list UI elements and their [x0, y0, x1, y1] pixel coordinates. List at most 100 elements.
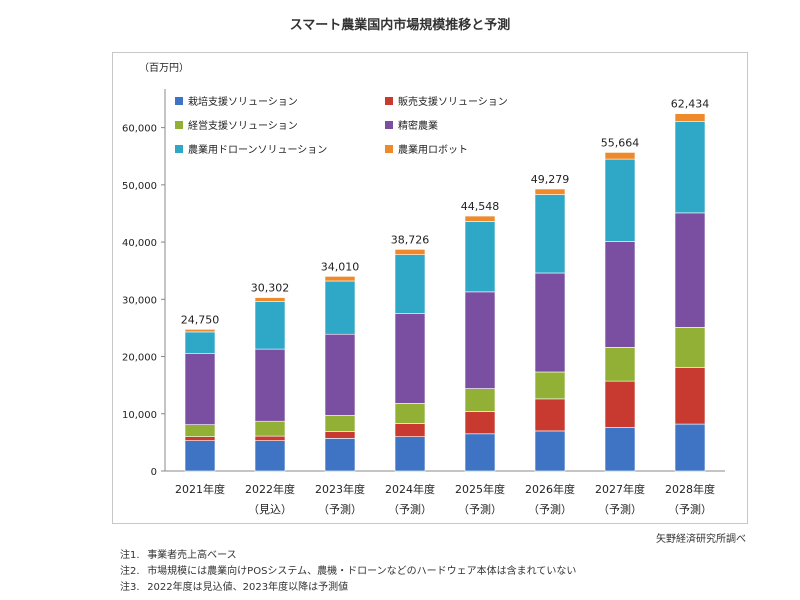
y-tick-label: 30,000	[122, 295, 157, 306]
bar-segment	[604, 152, 636, 160]
y-tick-label: 0	[151, 467, 157, 478]
bar-segment	[184, 424, 216, 437]
bar-segment	[184, 331, 216, 354]
note-3-label: 注3.	[120, 582, 140, 593]
bar-total-label: 24,750	[181, 313, 220, 326]
bar-segment	[324, 333, 356, 416]
legend-swatch	[385, 121, 393, 129]
bar-segment	[534, 272, 566, 373]
bar-total-label: 44,548	[461, 200, 500, 213]
note-2-text: 市場規模には農業向けPOSシステム、農機・ドローンなどのハードウェア本体は含まれ…	[147, 566, 577, 577]
y-axis-unit-label: （百万円）	[139, 62, 189, 74]
x-tick-sublabel: （予測）	[528, 502, 572, 516]
bar-segment	[534, 194, 566, 274]
y-tick-label: 40,000	[122, 238, 157, 249]
x-tick-sublabel: （予測）	[668, 502, 712, 516]
note-2-label: 注2.	[120, 566, 140, 577]
bar-segment	[184, 353, 216, 425]
bar-total-label: 30,302	[251, 282, 290, 295]
bar-segment	[534, 188, 566, 195]
bar-segment	[324, 415, 356, 432]
bar-segment	[674, 367, 706, 425]
bar-segment	[254, 297, 286, 302]
note-3-text: 2022年度は見込値、2023年度以降は予測値	[147, 582, 349, 593]
x-tick-label: 2027年度	[595, 482, 645, 496]
bar-segment	[674, 212, 706, 328]
legend-label: 精密農業	[398, 119, 438, 132]
bar-segment	[394, 423, 426, 437]
x-tick-label: 2024年度	[385, 482, 435, 496]
y-tick-label: 10,000	[122, 410, 157, 421]
bar-segment	[254, 301, 286, 350]
bar-segment	[254, 420, 286, 437]
x-tick-label: 2026年度	[525, 482, 575, 496]
legend-label: 農業用ロボット	[398, 143, 468, 156]
bar-segment	[674, 121, 706, 214]
bar-segment	[184, 436, 216, 441]
bar-segment	[394, 254, 426, 314]
x-tick-label: 2025年度	[455, 482, 505, 496]
legend-swatch	[175, 97, 183, 105]
note-1: 注1. 事業者売上高ベース	[120, 548, 576, 564]
bar-total-label: 38,726	[391, 233, 430, 246]
source-credit: 矢野経済研究所調べ	[656, 534, 746, 545]
bar-segment	[674, 423, 706, 472]
legend-label: 販売支援ソリューション	[398, 95, 508, 108]
x-tick-sublabel: （予測）	[318, 502, 362, 516]
bar-segment	[324, 280, 356, 335]
bar-segment	[184, 440, 216, 472]
y-tick-label: 60,000	[122, 124, 157, 135]
bar-segment	[464, 221, 496, 293]
y-tick-label: 20,000	[122, 353, 157, 364]
x-tick-sublabel: （予測）	[458, 502, 502, 516]
bar-segment	[254, 348, 286, 422]
bar-segment	[254, 435, 286, 441]
note-2: 注2. 市場規模には農業向けPOSシステム、農機・ドローンなどのハードウェア本体…	[120, 564, 576, 580]
bar-segment	[464, 291, 496, 389]
stacked-bar-chart: （百万円） 0 10,000 20,000 30,000 40,000 50,000 60,0…	[122, 62, 725, 516]
legend-swatch	[175, 145, 183, 153]
bar-segment	[604, 380, 636, 428]
bar-segment	[534, 398, 566, 432]
bar-segment	[604, 158, 636, 242]
bar-segment	[604, 241, 636, 348]
bar-segment	[604, 347, 636, 382]
note-1-label: 注1.	[120, 550, 140, 561]
bar-segment	[394, 403, 426, 424]
bar-segment	[394, 249, 426, 255]
bar-segment	[464, 215, 496, 222]
bar-segment	[324, 276, 356, 282]
note-3: 注3. 2022年度は見込値、2023年度以降は予測値	[120, 580, 576, 596]
x-tick-sublabel: （予測）	[598, 502, 642, 516]
y-tick-label: 50,000	[122, 181, 157, 192]
bar-segment	[534, 430, 566, 472]
bar-segment	[394, 313, 426, 404]
bar-total-label: 62,434	[671, 98, 710, 111]
bar-total-label: 34,010	[321, 260, 360, 273]
legend-swatch	[175, 121, 183, 129]
x-tick-sublabel: （見込）	[248, 503, 292, 516]
bar-segment	[324, 438, 356, 472]
bar-segment	[464, 433, 496, 472]
legend-label: 栽培支援ソリューション	[188, 95, 298, 108]
x-tick-label: 2022年度	[245, 482, 295, 496]
chart-frame: （百万円） 0 10,000 20,000 30,000 40,000 50,000 60,0…	[112, 52, 748, 524]
x-tick-label: 2021年度	[175, 482, 225, 496]
x-tick-label: 2023年度	[315, 482, 365, 496]
bar-segment	[604, 427, 636, 472]
chart-title: スマート農業国内市場規模推移と予測	[289, 18, 511, 33]
bar-segment	[394, 436, 426, 472]
x-tick-sublabel: （予測）	[388, 502, 432, 516]
bar-segment	[254, 440, 286, 472]
x-tick-label: 2028年度	[665, 482, 715, 496]
bar-segment	[674, 113, 706, 122]
bar-total-label: 49,279	[531, 173, 570, 186]
bar-segment	[184, 329, 216, 333]
bar-segment	[464, 388, 496, 412]
bar-segment	[464, 411, 496, 435]
legend-label: 経営支援ソリューション	[188, 119, 298, 132]
bar-segment	[534, 371, 566, 400]
bar-total-label: 55,664	[601, 136, 640, 149]
bar-segment	[324, 431, 356, 439]
legend-label: 農業用ドローンソリューション	[188, 143, 327, 156]
